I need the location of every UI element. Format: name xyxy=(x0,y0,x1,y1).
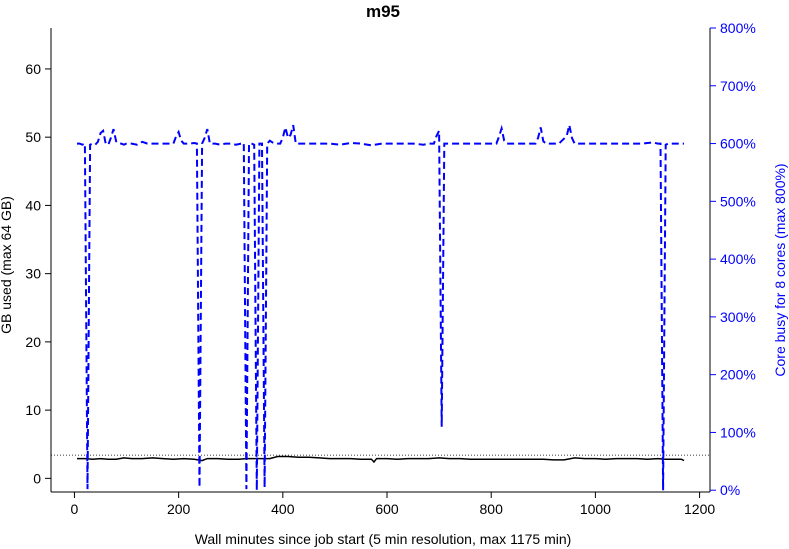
y-right-tick-label: 500% xyxy=(720,193,756,209)
x-tick-label: 800 xyxy=(480,501,504,517)
x-axis: 0 200 400 600 800 1000 1200 xyxy=(71,492,715,517)
x-tick-label: 200 xyxy=(167,501,191,517)
y-right-tick-label: 400% xyxy=(720,251,756,267)
y-right-tick-label: 200% xyxy=(720,367,756,383)
x-tick-label: 1200 xyxy=(684,501,715,517)
x-tick-label: 600 xyxy=(375,501,399,517)
y-right-tick-label: 700% xyxy=(720,78,756,94)
y-right-tick-label: 300% xyxy=(720,309,756,325)
y-right-tick-label: 0% xyxy=(720,482,740,498)
chart-title: m95 xyxy=(366,2,400,21)
y-right-tick-label: 100% xyxy=(720,424,756,440)
series-layer xyxy=(77,124,685,491)
plot-frame xyxy=(50,28,711,493)
y-left-tick-label: 10 xyxy=(25,402,41,418)
x-tick-label: 1000 xyxy=(580,501,611,517)
y-right-axis-title: Core busy for 8 cores (max 800%) xyxy=(772,163,788,376)
y-right-tick-label: 800% xyxy=(720,20,756,36)
y-left-tick-label: 30 xyxy=(25,266,41,282)
memory-series-line xyxy=(77,455,685,464)
y-left-axis-title: GB used (max 64 GB) xyxy=(0,196,14,334)
x-axis-title: Wall minutes since job start (5 min reso… xyxy=(195,531,572,547)
y-left-tick-label: 20 xyxy=(25,334,41,350)
cpu-series-line xyxy=(77,124,684,491)
y-left-axis: 0 10 20 30 40 50 60 xyxy=(25,61,51,486)
y-left-tick-label: 0 xyxy=(33,470,41,486)
x-tick-label: 0 xyxy=(71,501,79,517)
y-left-tick-label: 60 xyxy=(25,61,41,77)
y-right-tick-label: 600% xyxy=(720,136,756,152)
y-left-tick-label: 40 xyxy=(25,197,41,213)
x-tick-label: 400 xyxy=(271,501,295,517)
y-right-axis: 0% 100% 200% 300% 400% 500% 600% 700% 800% xyxy=(710,20,756,498)
y-left-tick-label: 50 xyxy=(25,129,41,145)
